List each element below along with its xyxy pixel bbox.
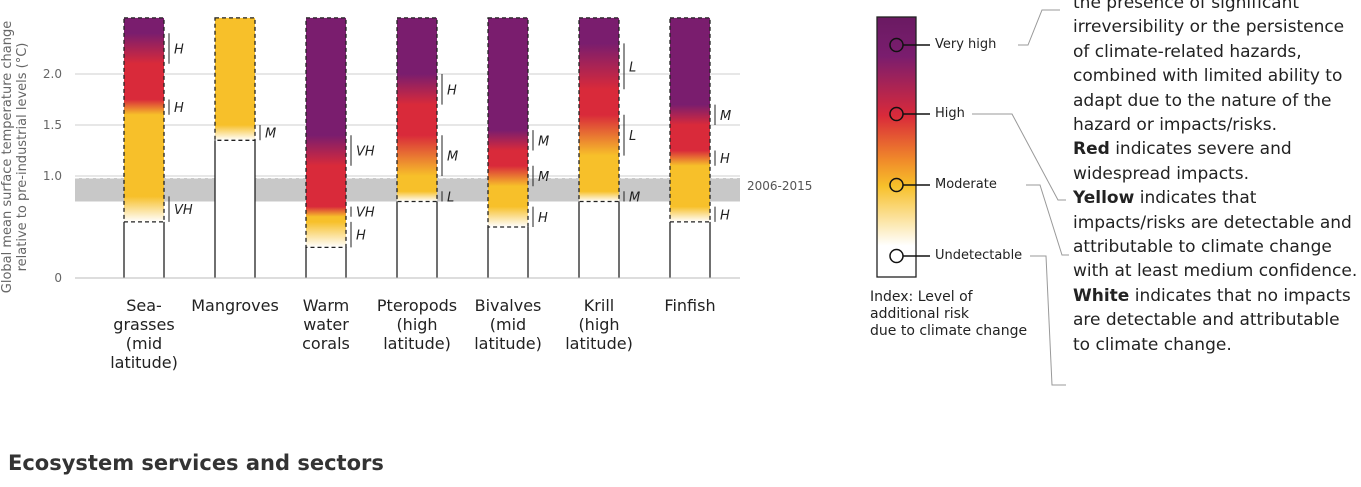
category-label: Bivalves (mid latitude)	[474, 296, 542, 353]
white-keyword: White	[1073, 285, 1130, 306]
confidence-label: M	[447, 150, 458, 165]
bar-outline	[669, 17, 711, 223]
y-tick-label: 1.0	[43, 169, 62, 183]
category-label: Pteropods (high latitude)	[376, 296, 458, 353]
confidence-label: L	[629, 60, 636, 75]
confidence-label: VH	[356, 206, 375, 221]
legend-label-moderate: Moderate	[935, 177, 997, 192]
confidence-label: H	[174, 43, 184, 58]
category-label: Sea- grasses (mid latitude)	[110, 296, 178, 372]
y-tick-label: 2.0	[43, 67, 62, 81]
legend-label-undetectable: Undetectable	[935, 248, 1023, 263]
legend-connector	[1030, 255, 1066, 386]
risk-bar	[670, 17, 710, 279]
legend-connector	[972, 113, 1066, 201]
confidence-label: H	[720, 152, 730, 167]
red-explanation: indicates severe and widespread impacts.	[1073, 139, 1292, 184]
legend-connector	[1026, 184, 1069, 256]
section-title: Ecosystem services and sectors	[8, 451, 384, 475]
legend-connector	[1018, 9, 1060, 46]
risk-bar	[397, 17, 437, 279]
confidence-label: L	[447, 190, 454, 205]
confidence-label: H	[720, 208, 730, 223]
risk-bar	[306, 17, 346, 279]
category-label: Krill (high latitude)	[565, 296, 633, 353]
bar-outline	[123, 17, 165, 223]
category-label: Mangroves	[191, 296, 279, 315]
confidence-label: M	[538, 170, 549, 185]
reference-band-label: 2006-2015	[747, 179, 813, 193]
confidence-label: H	[538, 211, 548, 226]
legend-label-very-high: Very high	[935, 37, 997, 52]
y-axis-label: Global mean surface temperature change r…	[0, 20, 30, 294]
y-tick-label: 0	[54, 271, 62, 285]
risk-bar	[215, 17, 255, 279]
legend-color-scale	[876, 16, 917, 278]
yellow-explanation: indicates that impacts/risks are detecta…	[1073, 188, 1358, 282]
bar-outline	[487, 17, 529, 228]
risk-bar	[488, 17, 528, 279]
category-label: Finfish	[664, 296, 716, 315]
confidence-label: VH	[356, 145, 375, 160]
legend-label-high: High	[935, 106, 965, 121]
risk-bar	[579, 17, 619, 279]
red-keyword: Red	[1073, 139, 1110, 160]
confidence-label: L	[629, 129, 636, 144]
confidence-label: M	[720, 109, 731, 124]
white-explanation: indicates that no impacts are detectable…	[1073, 285, 1351, 355]
legend-title: Index: Level of additional risk due to c…	[870, 289, 1028, 339]
risk-explanation: the presence of significant irreversibil…	[1073, 0, 1358, 357]
confidence-label: M	[629, 190, 640, 205]
confidence-label: H	[447, 83, 457, 98]
confidence-label: H	[356, 229, 366, 244]
category-label: Warm water corals	[302, 296, 350, 353]
confidence-label: M	[265, 127, 276, 142]
explanation-intro: the presence of significant irreversibil…	[1073, 0, 1345, 136]
confidence-label: H	[174, 101, 184, 116]
yellow-keyword: Yellow	[1073, 188, 1135, 209]
risk-bar	[124, 17, 164, 279]
confidence-label: M	[538, 134, 549, 149]
y-tick-label: 1.5	[43, 118, 62, 132]
bar-outline	[305, 17, 347, 249]
confidence-label: VH	[174, 203, 193, 218]
bar-outline	[214, 17, 256, 141]
